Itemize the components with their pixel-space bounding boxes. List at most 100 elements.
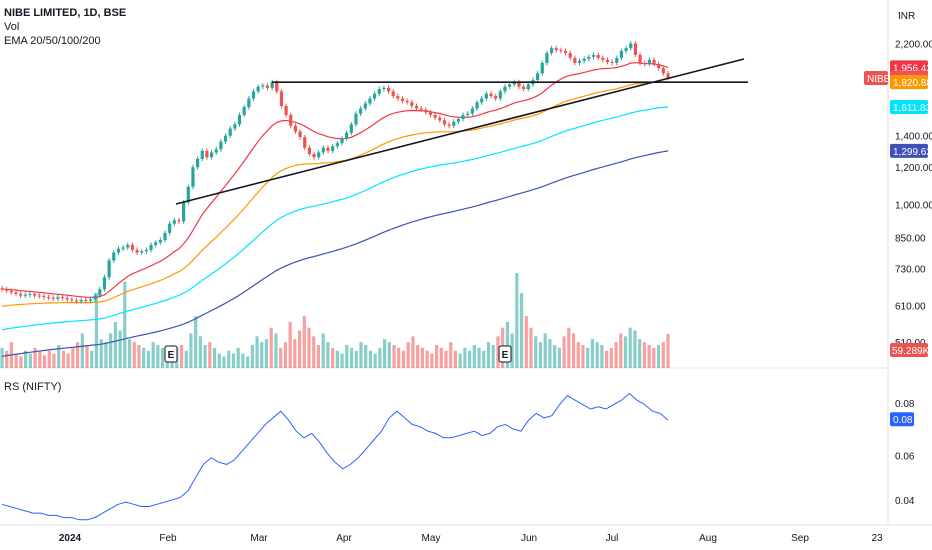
volume-bar — [132, 342, 136, 368]
volume-bar — [600, 344, 604, 368]
candle-body — [647, 59, 651, 64]
candle-body — [354, 113, 358, 125]
candle-body — [93, 295, 97, 300]
candle-body — [386, 87, 391, 92]
candle-body — [438, 117, 442, 121]
volume-tag: 59.289K — [890, 343, 930, 357]
volume-bar — [293, 339, 297, 368]
earnings-marker[interactable]: E — [164, 345, 178, 363]
volume-bar — [127, 339, 132, 368]
candle-body — [163, 232, 167, 241]
candle-body — [563, 51, 568, 53]
candle-body — [247, 98, 251, 108]
rs-line-group — [1, 392, 669, 521]
volume-legend-label[interactable]: Vol — [4, 21, 20, 33]
volume-bar — [19, 356, 23, 368]
volume-bar — [241, 353, 245, 368]
volume-bar — [477, 347, 481, 368]
volume-bar — [387, 342, 391, 368]
candle-body — [577, 60, 582, 63]
rs-panel-legend: RS (NIFTY) — [4, 380, 61, 394]
candle-body — [587, 56, 591, 59]
volume-bar — [260, 342, 264, 368]
candle-body — [363, 103, 367, 109]
time-tick-label: Aug — [699, 533, 717, 544]
price-tag-bg — [890, 60, 928, 75]
volume-bar — [288, 321, 292, 368]
currency-label[interactable]: INR — [898, 11, 915, 22]
volume-bar — [614, 342, 618, 368]
candles — [0, 41, 670, 304]
candle-body — [447, 124, 451, 126]
candle-body — [70, 299, 74, 301]
candle-body — [107, 260, 111, 278]
candle-body — [489, 93, 493, 97]
candle-body — [498, 91, 502, 99]
candle-body — [56, 297, 60, 299]
candle-body — [331, 146, 335, 151]
rs-current-tag: 0.08 — [890, 412, 914, 427]
candle-body — [475, 102, 479, 109]
candle-body — [368, 98, 372, 104]
candle-body — [65, 298, 69, 300]
candle-body — [596, 54, 600, 58]
candle-body — [633, 43, 637, 55]
candle-body — [526, 84, 530, 90]
time-tick-label: Mar — [250, 533, 268, 544]
candle-body — [624, 48, 628, 52]
candle-body — [601, 57, 605, 60]
volume-bar — [543, 333, 547, 368]
candle-body — [121, 247, 125, 249]
volume-bar — [458, 353, 462, 368]
candle-body — [461, 114, 465, 119]
candle-body — [5, 289, 9, 291]
volume-tag-label: 59.289K — [892, 346, 930, 357]
volume-bar — [80, 333, 84, 368]
ascending-trendline[interactable] — [175, 58, 745, 205]
candle-body — [508, 84, 512, 87]
ema-legend-label[interactable]: EMA 20/50/100/200 — [4, 35, 101, 47]
candle-body — [452, 121, 456, 126]
earnings-marker[interactable]: E — [498, 345, 512, 363]
price-axis[interactable]: INR510.00610.00730.00850.001,000.001,200… — [864, 11, 932, 507]
candle-body — [144, 249, 148, 252]
candle-body — [19, 293, 23, 296]
volume-bar — [151, 342, 155, 368]
candle-body — [284, 105, 288, 115]
volume-bar — [179, 344, 184, 368]
candle-body — [256, 86, 260, 92]
volume-bar — [189, 333, 193, 368]
volume-bar — [99, 339, 103, 368]
candle-body — [214, 149, 218, 153]
candle-body — [326, 147, 330, 151]
time-tick-label: Feb — [159, 533, 177, 544]
symbol-title[interactable]: NIBE LIMITED, 1D, BSE — [4, 7, 127, 19]
volume-bar — [382, 339, 387, 368]
time-tick-label: Sep — [791, 533, 809, 544]
time-tick-label: 23 — [871, 533, 883, 544]
candle-body — [88, 299, 93, 301]
volume-bar — [519, 293, 524, 368]
volume-bar — [534, 336, 538, 368]
rs-panel-title[interactable]: RS (NIFTY) — [4, 381, 62, 393]
volume-bar — [279, 347, 283, 368]
price-tick-label: 1,200.00 — [895, 163, 932, 174]
rs-tick-label: 0.06 — [895, 452, 915, 463]
volume-bar — [146, 350, 151, 368]
volume-bar — [194, 316, 198, 368]
volume-bar — [184, 350, 188, 368]
volume-bar — [359, 342, 363, 368]
candle-body — [414, 105, 419, 109]
time-tick-label: Jun — [521, 533, 537, 544]
candle-body — [549, 48, 554, 53]
candle-body — [372, 93, 377, 99]
volume-bar — [505, 321, 510, 368]
volume-bar — [24, 350, 28, 368]
volume-bar — [33, 347, 37, 368]
candle-body — [46, 297, 51, 299]
volume-bar — [406, 342, 410, 368]
time-axis[interactable]: 2024 Feb Mar Apr May Jun Jul Aug Sep 23 — [59, 533, 883, 544]
volume-bar — [109, 333, 113, 368]
